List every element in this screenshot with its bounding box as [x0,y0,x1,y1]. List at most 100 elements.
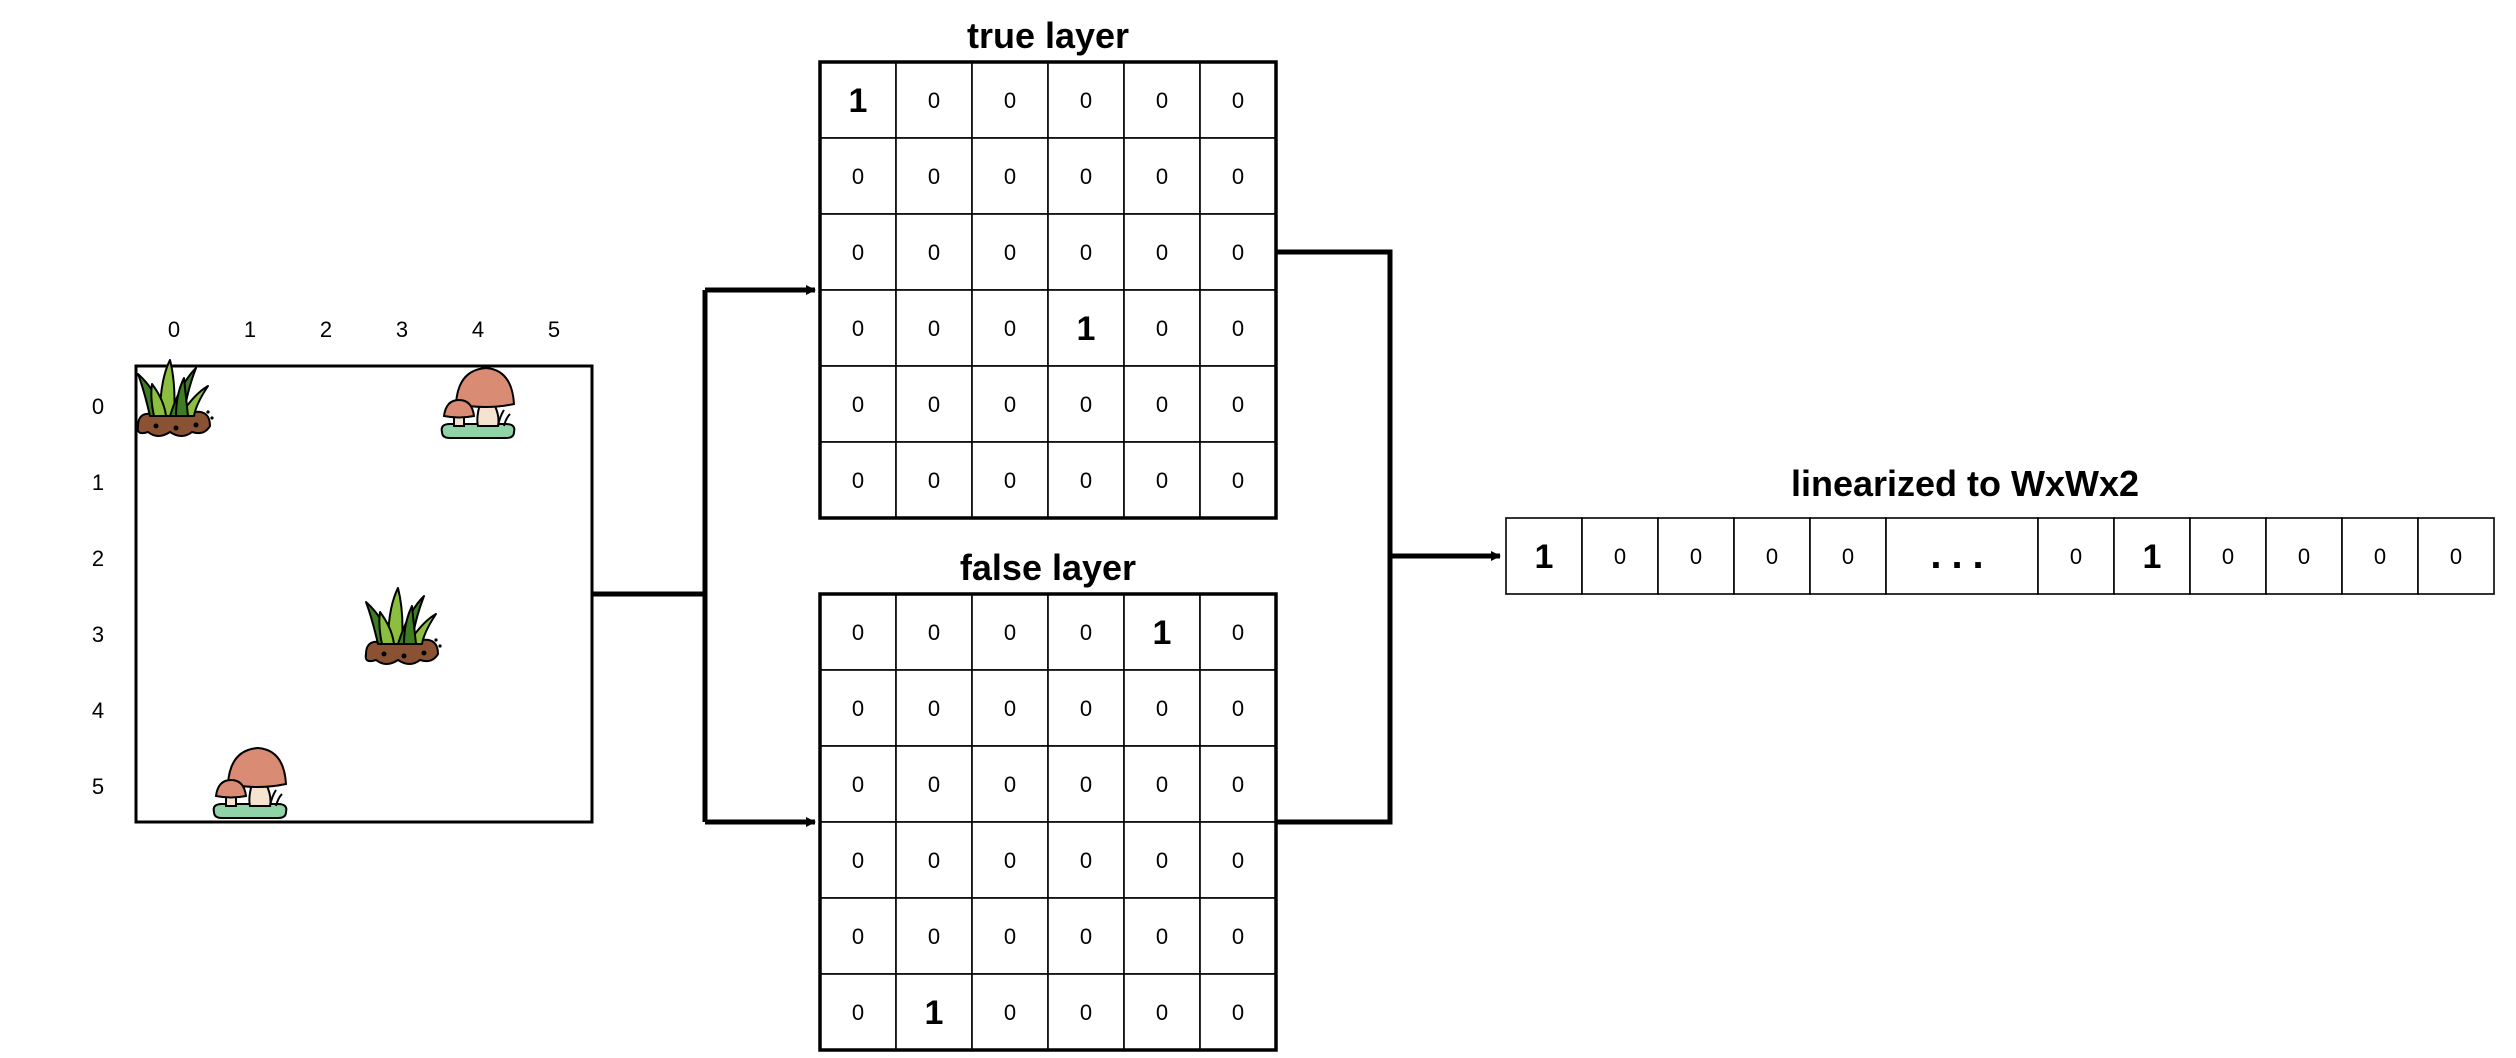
matrix-cell [1199,61,1277,139]
vector-cell [2265,517,2343,595]
matrix-cell-value: 0 [1004,772,1016,797]
split-connector [592,285,816,827]
matrix-cell-value: 0 [1232,316,1244,341]
matrix-cell-value: 0 [1080,240,1092,265]
vector-cell-value: 0 [2298,544,2310,569]
column-label: 5 [548,317,560,342]
matrix-cell-value: 0 [1232,164,1244,189]
matrix-cell-value: 0 [1232,620,1244,645]
matrix-cell [895,821,973,899]
matrix-cell-value: 0 [928,620,940,645]
vector-cell-value: 1 [1535,538,1554,576]
grid-world: 0 1 2 3 4 5 0 1 2 3 4 5 [92,317,594,824]
matrix-cell-value: 0 [928,696,940,721]
matrix-cell [1047,137,1125,215]
matrix-cell-value: 0 [928,772,940,797]
row-label: 0 [92,394,104,419]
matrix-cell-value: 0 [928,164,940,189]
matrix-cell [1047,289,1125,367]
matrix-cell-value: 0 [1156,696,1168,721]
vector-cell-value: ... [1930,533,1993,577]
linearized-vector: linearized to WxWx2 1 0 0 0 0... 0 1 0 0 0 0 [1505,463,2495,595]
matrix-cell [1047,213,1125,291]
matrix-cell-value: 0 [928,468,940,493]
matrix-cell [819,441,897,519]
matrix-cell [1199,441,1277,519]
mushroom-icon [440,366,516,439]
matrix-cell-value: 0 [1232,696,1244,721]
grass-icon [364,587,442,665]
matrix-border [818,60,1278,520]
matrix-cell-value: 0 [852,164,864,189]
matrix-cell-value: 0 [852,392,864,417]
false-layer: false layer 0 0 0 0 1 00 0 0 0 0 00 0 0 0 0 00 0 0 0 0 00 0 0 0… [818,547,1278,1052]
vector-cell-value: 0 [1766,544,1778,569]
mushroom-icon [212,746,288,819]
matrix-cell [819,593,897,671]
matrix-cell-value: 1 [1153,614,1172,652]
matrix-cell-value: 1 [925,994,944,1032]
matrix-cell [895,137,973,215]
matrix-cell-value: 0 [1004,468,1016,493]
matrix-cell [895,365,973,443]
matrix-cell-value: 0 [1232,1000,1244,1025]
connector-line [1277,249,1393,825]
matrix-cell-value: 0 [1080,620,1092,645]
matrix-cell-value: 0 [1232,468,1244,493]
grid-items [136,359,516,819]
matrix-cell-value: 0 [852,848,864,873]
matrix-cell [1199,745,1277,823]
vector-cell-value: 0 [2070,544,2082,569]
column-label: 0 [168,317,180,342]
matrix-cell-value: 0 [1156,468,1168,493]
matrix-cell-value: 0 [1156,772,1168,797]
matrix-cell-value: 0 [1080,164,1092,189]
matrix-cell [819,137,897,215]
matrix-cell [1047,821,1125,899]
column-label: 4 [472,317,484,342]
matrix-cell-value: 0 [928,88,940,113]
matrix-cell-value: 0 [1004,924,1016,949]
vector-cell [2189,517,2267,595]
matrix-cell-value: 0 [1156,240,1168,265]
matrix-cell-value: 0 [1004,240,1016,265]
matrix-cell-value: 0 [852,772,864,797]
row-label: 3 [92,622,104,647]
vector-cell [1657,517,1735,595]
matrix-cell-value: 0 [1004,164,1016,189]
merge-connector [1277,249,1501,825]
matrix-cell [819,745,897,823]
matrix-cell-value: 0 [928,848,940,873]
matrix-cell [819,897,897,975]
row-labels: 0 1 2 3 4 5 [92,394,104,799]
matrix-cell-value: 0 [1232,924,1244,949]
matrix-border [818,592,1278,1052]
matrix-cell-value: 0 [852,696,864,721]
matrix-cell [895,61,973,139]
matrix-cell-value: 1 [1077,310,1096,348]
matrix-cell [1123,669,1201,747]
matrix-cell-value: 0 [928,316,940,341]
matrix-cell-value: 0 [1232,848,1244,873]
column-label: 1 [244,317,256,342]
true-layer-title: true layer [967,15,1129,56]
true-layer: true layer 1 0 0 0 0 0 0 0 0 0 0 0 0 0 0 0 0 0 0 0 0 1 0 0 0 0 0 0 0… [818,15,1278,520]
matrix-cell [1199,669,1277,747]
matrix-cell [1047,745,1125,823]
vector-cell [2417,517,2495,595]
matrix-cell-value: 0 [1080,392,1092,417]
matrix-cell-value: 0 [1156,1000,1168,1025]
matrix-cell [1199,897,1277,975]
column-labels: 0 1 2 3 4 5 [168,317,560,342]
matrix-cell-value: 0 [1156,392,1168,417]
true-layer-grid: 1 0 0 0 0 0 0 0 0 0 0 0 0 0 0 0 0 0 0 0 0 1 0 0 0 0 0 0 0 0 0 0 0 0 0 0 [818,60,1278,520]
matrix-cell-value: 0 [852,240,864,265]
matrix-cell-value: 1 [849,82,868,120]
vector-cells: 1 0 0 0 0... 0 1 0 0 0 0 [1505,517,2495,595]
matrix-cell-value: 0 [1080,88,1092,113]
matrix-cell-value: 0 [852,1000,864,1025]
matrix-cell-value: 0 [1080,848,1092,873]
matrix-cell-value: 0 [1232,240,1244,265]
matrix-cell-value: 0 [852,620,864,645]
